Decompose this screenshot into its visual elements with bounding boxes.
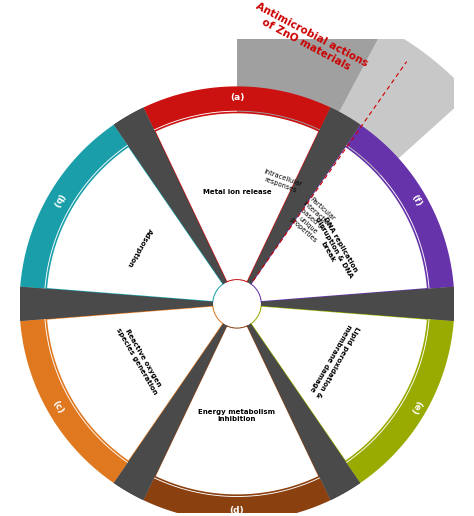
Polygon shape (251, 146, 428, 302)
Polygon shape (247, 324, 360, 500)
Polygon shape (114, 107, 227, 284)
Text: Metal ion release: Metal ion release (203, 189, 271, 195)
Text: Reactive oxygen
species generation: Reactive oxygen species generation (116, 324, 164, 396)
Text: Intracellular
responses: Intracellular responses (261, 168, 302, 194)
Polygon shape (46, 305, 223, 462)
Polygon shape (155, 326, 319, 495)
Text: (e): (e) (409, 399, 423, 415)
Polygon shape (346, 125, 454, 288)
Text: (b): (b) (51, 192, 65, 209)
Polygon shape (143, 86, 331, 130)
Polygon shape (143, 478, 331, 516)
Polygon shape (20, 125, 128, 288)
Polygon shape (46, 146, 223, 302)
Text: (c): (c) (51, 399, 65, 415)
Polygon shape (19, 287, 213, 321)
Polygon shape (114, 324, 227, 500)
Polygon shape (114, 324, 227, 500)
Text: Lipid peroxidation &
membrane damage: Lipid peroxidation & membrane damage (308, 321, 360, 398)
Polygon shape (155, 112, 319, 282)
Text: (a): (a) (230, 93, 244, 102)
Polygon shape (237, 0, 470, 288)
Polygon shape (251, 305, 428, 462)
Polygon shape (261, 287, 455, 321)
Text: Adsorption: Adsorption (127, 228, 154, 268)
Circle shape (214, 281, 260, 327)
Text: (f): (f) (409, 193, 423, 208)
Polygon shape (114, 107, 227, 284)
Polygon shape (247, 324, 360, 500)
Text: DNA replication
disruption & DNA
break: DNA replication disruption & DNA break (308, 213, 360, 283)
Text: Particular
interaction
based on
unique
properties: Particular interaction based on unique p… (288, 195, 337, 245)
Text: Energy metabolism
inhibition: Energy metabolism inhibition (199, 409, 275, 422)
Polygon shape (19, 287, 213, 321)
Polygon shape (346, 319, 454, 483)
Text: (d): (d) (230, 506, 244, 515)
Text: Antimicrobial actions
of ZnO materials: Antimicrobial actions of ZnO materials (248, 1, 369, 79)
Polygon shape (261, 287, 455, 321)
Polygon shape (247, 107, 360, 284)
Polygon shape (20, 319, 128, 483)
Polygon shape (237, 0, 384, 283)
Polygon shape (247, 107, 360, 284)
